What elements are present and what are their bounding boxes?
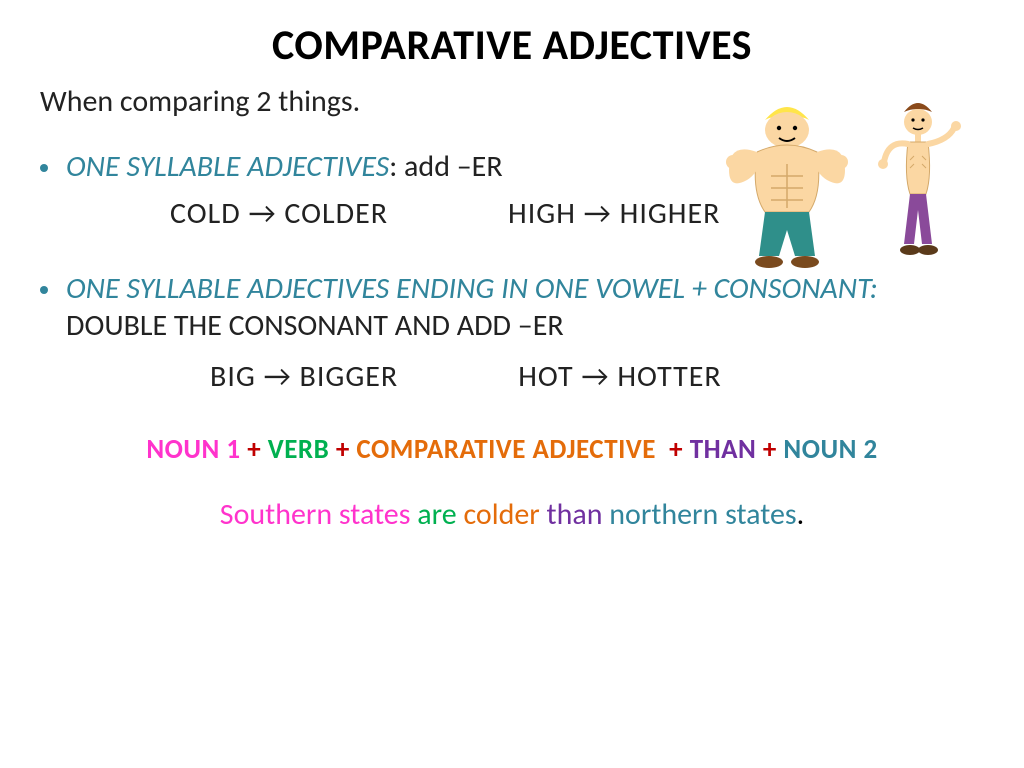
page-title: COMPARATIVE ADJECTIVES <box>40 20 984 71</box>
plus-icon: + <box>247 433 261 466</box>
rule-1-suffix: : add –ER <box>389 148 502 185</box>
rule-2-line2: DOUBLE THE CONSONANT AND ADD –ER <box>66 307 564 344</box>
example-word: COLD <box>170 195 241 232</box>
example-word: COLDER <box>284 195 388 232</box>
strong-man-icon <box>726 107 848 268</box>
formula-than: THAN <box>690 433 757 466</box>
rule-1-label: ONE SYLLABLE ADJECTIVES <box>66 148 389 185</box>
example-word: BIG <box>210 358 256 395</box>
sentence-subject: Southern states <box>220 496 411 533</box>
rule-2-examples: BIG → BIGGERHOT → HOTTER <box>210 358 984 395</box>
formula-noun1: NOUN 1 <box>146 433 240 466</box>
sentence-than: than <box>547 496 603 533</box>
example-word: HIGH <box>508 195 576 232</box>
plus-icon: + <box>763 433 777 466</box>
bullet-icon <box>40 164 48 172</box>
period: . <box>797 496 805 533</box>
example-word: HOT <box>518 358 573 395</box>
example-word: BIGGER <box>300 358 399 395</box>
comparison-illustration <box>719 90 979 300</box>
bullet-icon <box>40 286 48 294</box>
formula-verb: VERB <box>268 433 329 466</box>
sentence-object: northern states <box>609 496 796 533</box>
sentence-adjective: colder <box>463 496 539 533</box>
skinny-man-icon <box>878 103 961 255</box>
plus-icon: + <box>669 433 683 466</box>
formula-row: NOUN 1 + VERB + COMPARATIVE ADJECTIVE + … <box>40 433 984 466</box>
example-word: HOTTER <box>617 358 721 395</box>
example-sentence: Southern states are colder than northern… <box>40 496 984 533</box>
formula-adjective: COMPARATIVE ADJECTIVE <box>356 433 656 466</box>
formula-noun2: NOUN 2 <box>783 433 877 466</box>
example-word: HIGHER <box>620 195 721 232</box>
plus-icon: + <box>336 433 350 466</box>
sentence-verb: are <box>417 496 456 533</box>
